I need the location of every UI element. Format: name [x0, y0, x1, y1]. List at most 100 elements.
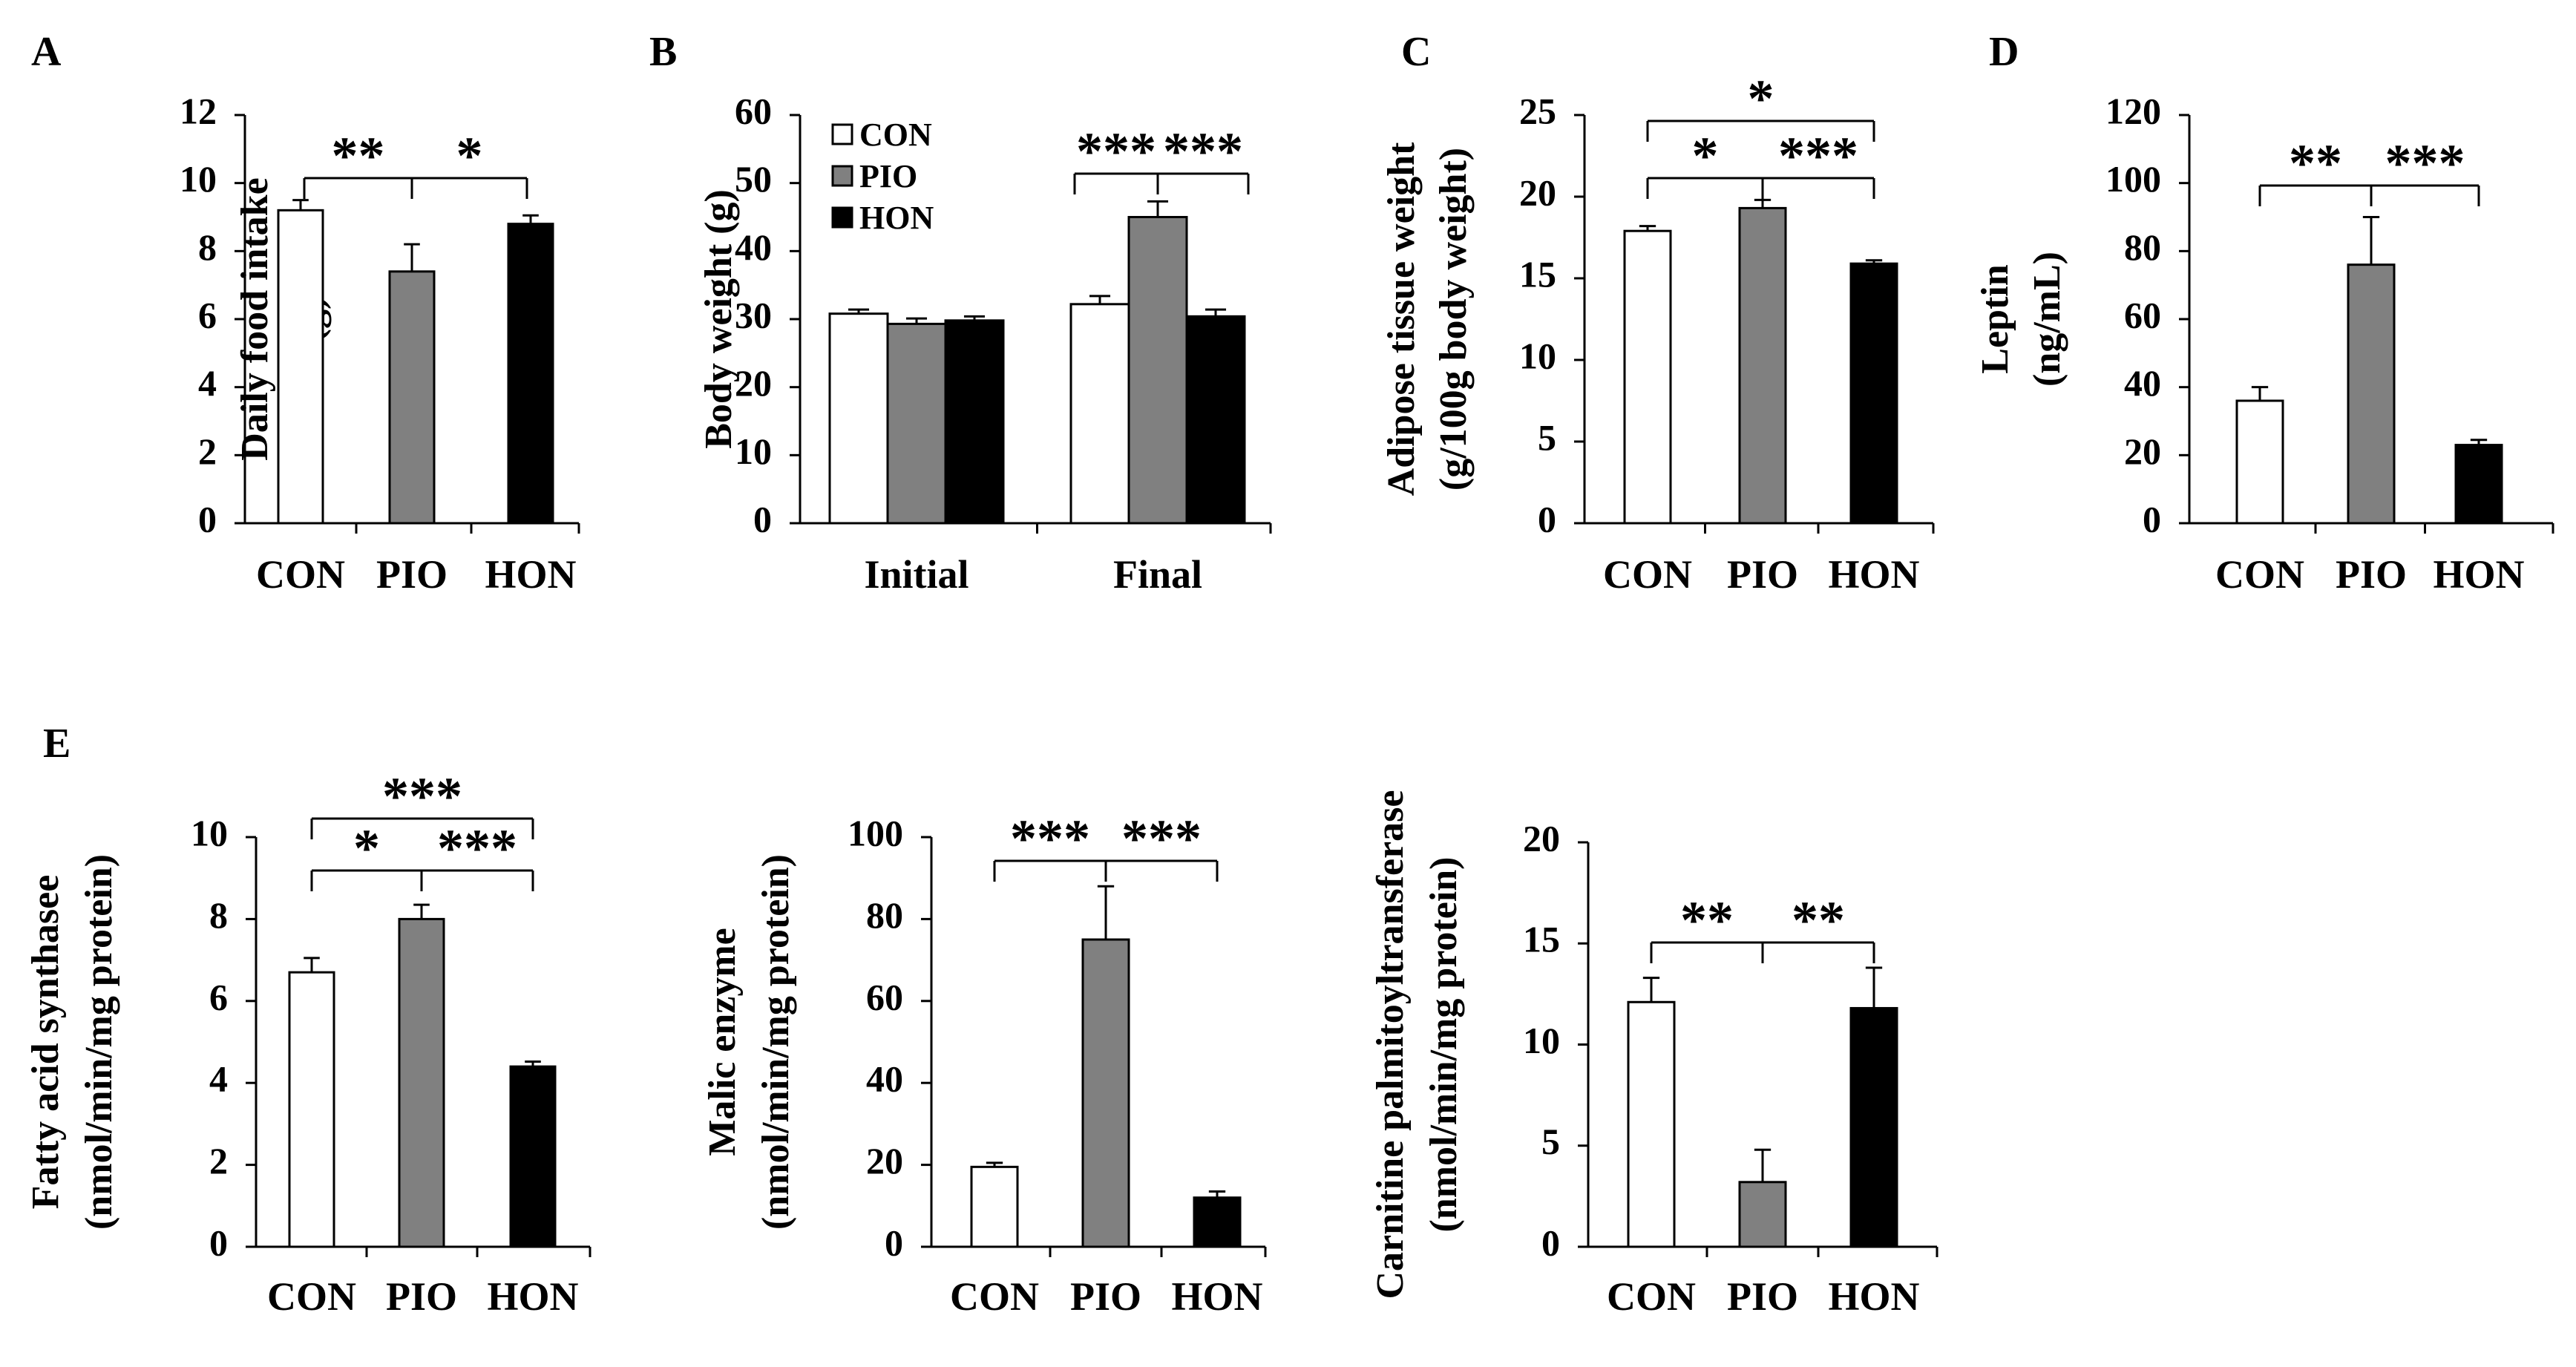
panel-2-y-tick-label: 30 [735, 294, 772, 335]
panel-1-letter: A [31, 29, 62, 75]
panel-7-y-label: (nmol/min/mg protein) [1423, 856, 1465, 1232]
panel-7-x-tick-label: HON [1828, 1274, 1919, 1319]
panel-4-y-tick-label: 100 [2105, 158, 2161, 200]
panel-2-y-tick-label: 50 [735, 158, 772, 200]
panel-5-y-label: (nmol/min/mg protein) [78, 854, 120, 1230]
panel-6-y-tick-label: 40 [866, 1058, 903, 1100]
panel-3-y-tick-label: 5 [1538, 416, 1556, 458]
legend-label-pio: PIO [859, 158, 917, 194]
significance-stars: *** [1163, 122, 1243, 181]
panel-4-y-label: (ng/mL) [2026, 252, 2068, 387]
panel-1-y-tick-label: 2 [198, 430, 217, 472]
panel-3-bar-hon [1849, 262, 1898, 525]
panel-7-x-tick-label: PIO [1727, 1274, 1798, 1319]
panel-2-bar-hon-initial [944, 319, 1005, 525]
panel-6-y-tick-label: 0 [885, 1222, 903, 1263]
panel-5-y-label: Fatty acid synthasee [24, 875, 67, 1210]
significance-stars: *** [437, 819, 517, 878]
significance-stars: *** [382, 767, 462, 826]
panel-2-y-tick-label: 10 [735, 430, 772, 472]
panel-3-x-tick-label: CON [1603, 552, 1692, 597]
panel-1-y-label: Daily food intake [234, 177, 276, 460]
panel-1-x-tick-label: HON [485, 552, 576, 597]
legend-label-hon: HON [859, 200, 934, 236]
panel-4-y-tick-label: 80 [2124, 226, 2161, 268]
panel-5-y-tick-label: 4 [209, 1058, 228, 1100]
panel-1-x-tick-label: PIO [376, 552, 448, 597]
panel-4-y-tick-label: 20 [2124, 430, 2161, 472]
panel-3-y-tick-label: 20 [1519, 171, 1556, 213]
panel-4-x-tick-label: HON [2433, 552, 2524, 597]
significance-stars: *** [1121, 809, 1202, 868]
panel-6-x-tick-label: PIO [1070, 1274, 1141, 1319]
significance-stars: * [1748, 69, 1774, 128]
panel-2-bar-con-initial [828, 312, 889, 525]
significance-stars: ** [1680, 891, 1734, 950]
significance-stars: *** [2385, 134, 2465, 193]
panel-6-x-tick-label: CON [950, 1274, 1039, 1319]
panel-3-y-tick-label: 15 [1519, 253, 1556, 295]
panel-2-bar-pio-final [1127, 216, 1188, 525]
panel-5-y-tick-label: 2 [209, 1140, 228, 1181]
panel-5-y-tick-label: 6 [209, 976, 228, 1017]
panel-7-bar-hon [1849, 1006, 1898, 1248]
panel-6-bar-pio [1081, 938, 1130, 1248]
panel-2-y-tick-label: 0 [753, 498, 772, 540]
panel-3-x-tick-label: PIO [1727, 552, 1798, 597]
panel-5-letter: E [43, 721, 71, 767]
panel-4-x-tick-label: PIO [2336, 552, 2407, 597]
panel-7-y-tick-label: 5 [1541, 1121, 1560, 1162]
significance-stars: ** [2289, 134, 2342, 193]
significance-stars: * [456, 126, 483, 186]
panel-6-y-label: (nmol/min/mg protein) [755, 854, 797, 1230]
panel-3-y-tick-label: 0 [1538, 498, 1556, 540]
panel-2-bar-con-final [1069, 303, 1130, 525]
panel-1-y-tick-label: 0 [198, 498, 217, 540]
panel-6-x-tick-label: HON [1171, 1274, 1262, 1319]
panel-7-bar-pio [1738, 1181, 1787, 1248]
panel-1-bar-hon [507, 223, 554, 525]
panel-2-bar-pio-initial [886, 322, 947, 525]
panel-2-y-tick-label: 60 [735, 90, 772, 131]
panel-7-x-tick-label: CON [1607, 1274, 1696, 1319]
panel-4-y-tick-label: 40 [2124, 362, 2161, 404]
panel-6-y-tick-label: 100 [848, 812, 903, 853]
panel-2-bar-hon-final [1185, 315, 1246, 525]
panel-5-x-tick-label: CON [267, 1274, 356, 1319]
panel-4-bar-hon [2454, 444, 2503, 525]
panel-3-bar-con [1623, 229, 1672, 525]
legend-label-con: CON [859, 117, 932, 153]
panel-1-bar-con [277, 209, 324, 525]
significance-stars: ** [1792, 891, 1845, 950]
panel-3-y-label: Adipose tissue weight [1380, 142, 1423, 496]
significance-stars: *** [1076, 122, 1156, 181]
panel-6-bar-con [970, 1165, 1019, 1248]
panel-5-bar-con [288, 971, 335, 1248]
panel-2-x-tick-label: Initial [864, 552, 969, 597]
panel-3-y-label: (g/100g body weight) [1432, 148, 1475, 491]
panel-2-y-label: Body weight (g) [698, 189, 740, 449]
significance-stars: * [353, 819, 380, 878]
panel-5-bar-hon [509, 1065, 557, 1248]
panel-1-y-tick-label: 6 [198, 294, 217, 335]
panel-4-letter: D [1989, 29, 2019, 75]
panel-6-y-tick-label: 20 [866, 1140, 903, 1181]
panel-3-letter: C [1401, 29, 1431, 75]
panel-3-y-tick-label: 10 [1519, 335, 1556, 376]
panel-3-y-tick-label: 25 [1519, 90, 1556, 131]
panel-3-x-tick-label: HON [1828, 552, 1919, 597]
panel-5-x-tick-label: HON [487, 1274, 578, 1319]
panel-7-y-tick-label: 15 [1523, 919, 1560, 960]
panel-4-y-tick-label: 120 [2105, 90, 2161, 131]
legend-swatch-hon [831, 206, 853, 229]
panel-6-y-label: Malic enzyme [701, 928, 744, 1156]
panel-4-x-tick-label: CON [2215, 552, 2304, 597]
panel-1-y-tick-label: 12 [180, 90, 217, 131]
significance-stars: *** [1778, 126, 1858, 186]
panel-5-y-tick-label: 10 [191, 812, 228, 853]
panel-2-x-tick-label: Final [1113, 552, 1202, 597]
panel-5-y-tick-label: 0 [209, 1222, 228, 1263]
panel-7-bar-con [1627, 1000, 1676, 1248]
